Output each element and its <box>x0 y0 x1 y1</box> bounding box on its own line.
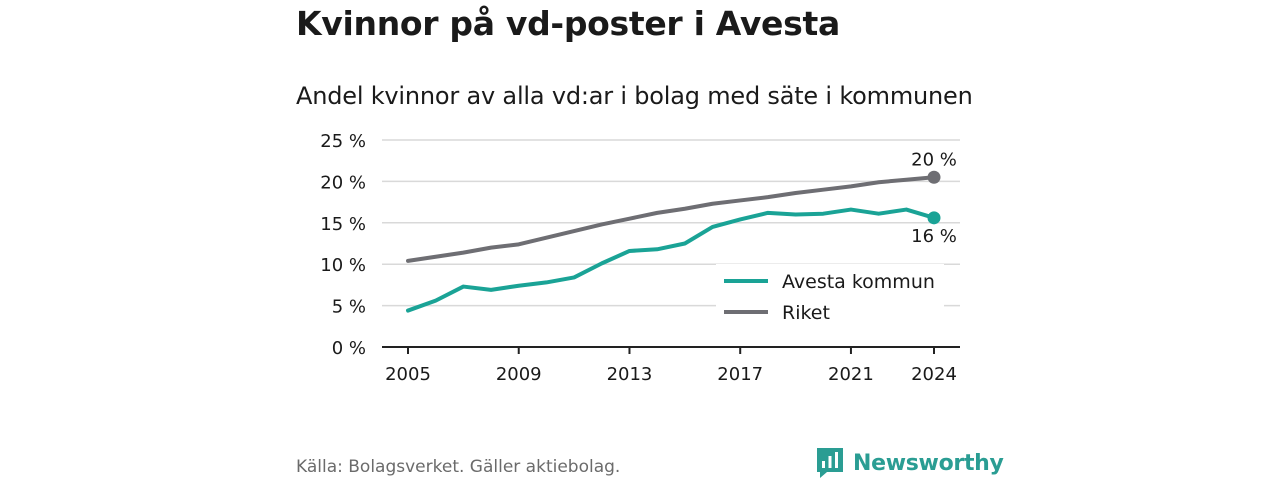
x-tick-label: 2021 <box>828 364 874 385</box>
x-axis: 2005 2009 2013 2017 2021 2024 <box>382 346 960 385</box>
chart-title: Kvinnor på vd-poster i Avesta <box>296 4 840 43</box>
chart-subtitle: Andel kvinnor av alla vd:ar i bolag med … <box>296 82 973 110</box>
line-chart: 0 %5 %10 %15 %20 %25 % 2005 2009 2013 2017 2… <box>320 131 960 385</box>
y-tick-label: 0 % <box>332 338 366 359</box>
bar-chart-icon <box>817 448 843 478</box>
legend-background <box>716 264 944 330</box>
x-tick-label: 2017 <box>717 364 763 385</box>
x-tick-label: 2024 <box>911 364 957 385</box>
brand-logo: Newsworthy <box>815 446 1004 480</box>
x-tick-label: 2009 <box>496 364 542 385</box>
y-tick-label: 10 % <box>320 255 366 276</box>
end-label-avesta: 16 % <box>911 226 957 247</box>
source-note: Källa: Bolagsverket. Gäller aktiebolag. <box>296 457 621 477</box>
series-line-avesta <box>406 207 936 313</box>
legend-label-avesta: Avesta kommun <box>782 271 935 293</box>
x-tick-label: 2005 <box>385 364 431 385</box>
y-tick-label: 15 % <box>320 214 366 235</box>
x-tick-label: 2013 <box>607 364 653 385</box>
series-line-riket <box>406 175 936 263</box>
y-axis-ticks: 0 % 5 % 10 % 15 % 20 % 25 % <box>320 131 366 359</box>
series-lines: 20 % 16 % <box>406 149 957 313</box>
end-label-riket: 20 % <box>911 149 957 170</box>
legend: Avesta kommun Riket <box>716 264 944 330</box>
end-point-avesta <box>927 211 941 225</box>
y-tick-label: 5 % <box>332 297 366 318</box>
y-tick-label: 25 % <box>320 131 366 152</box>
end-point-riket <box>927 170 941 184</box>
y-tick-label: 20 % <box>320 172 366 193</box>
brand-name: Newsworthy <box>853 450 1004 476</box>
legend-label-riket: Riket <box>782 302 830 324</box>
